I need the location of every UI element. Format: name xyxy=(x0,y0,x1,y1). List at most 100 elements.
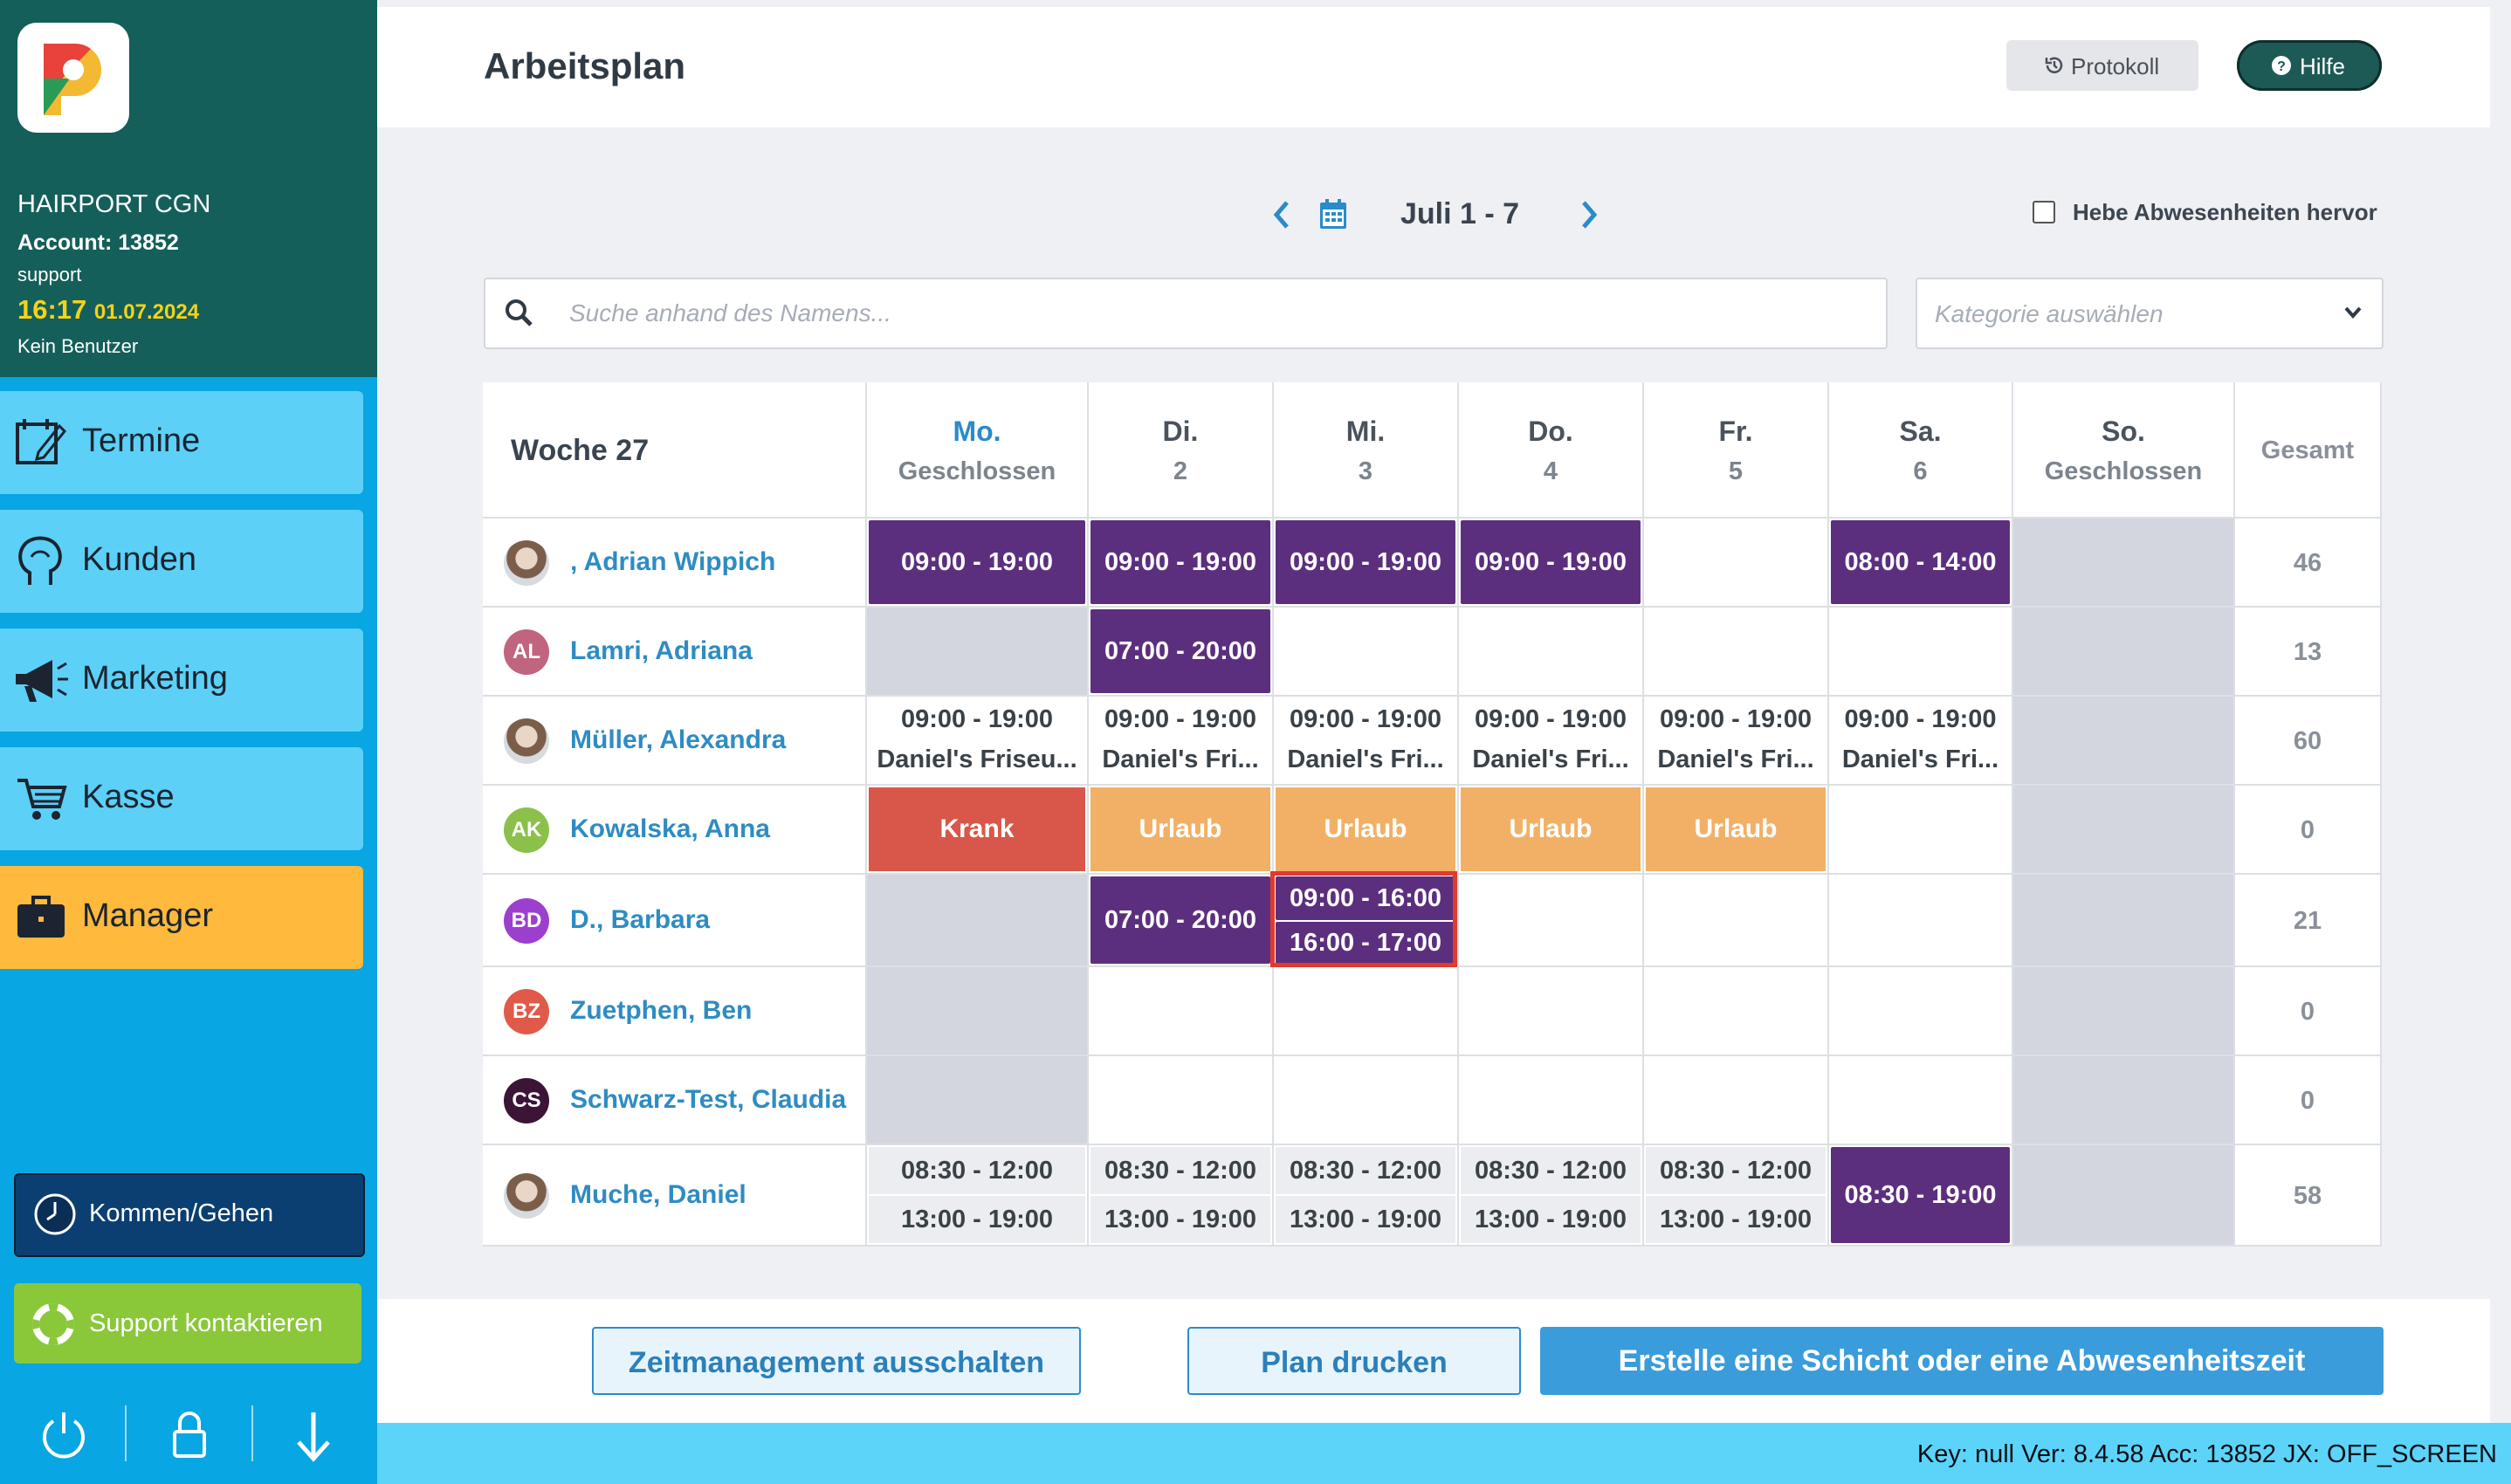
shift-time[interactable]: 09:00 - 19:00 xyxy=(1104,705,1257,733)
schedule-cell[interactable] xyxy=(2013,697,2235,786)
disable-time-management-button[interactable]: Zeitmanagement ausschalten xyxy=(592,1327,1081,1395)
schedule-cell[interactable] xyxy=(2013,519,2235,608)
schedule-cell[interactable] xyxy=(1644,967,1829,1056)
day-header[interactable]: Fr. 5 xyxy=(1644,382,1829,519)
employee-name[interactable]: Schwarz-Test, Claudia xyxy=(570,1085,847,1114)
schedule-cell[interactable] xyxy=(1644,875,1829,967)
day-header[interactable]: Sa. 6 xyxy=(1829,382,2013,519)
schedule-cell[interactable] xyxy=(1829,875,2013,967)
schedule-cell[interactable] xyxy=(1644,519,1829,608)
schedule-cell[interactable] xyxy=(1829,1056,2013,1145)
shift-time[interactable]: 09:00 - 19:00 xyxy=(1659,705,1813,733)
shift-block[interactable]: 09:00 - 19:00 xyxy=(1276,520,1455,604)
schedule-cell[interactable]: Urlaub xyxy=(1089,786,1274,875)
schedule-cell[interactable] xyxy=(1644,1056,1829,1145)
nav-manager[interactable]: Manager xyxy=(0,866,363,969)
schedule-cell[interactable] xyxy=(2013,875,2235,967)
schedule-cell[interactable] xyxy=(2013,608,2235,697)
create-shift-button[interactable]: Erstelle eine Schicht oder eine Abwesenh… xyxy=(1540,1327,2384,1395)
schedule-cell[interactable] xyxy=(1274,608,1459,697)
kommen-gehen-button[interactable]: Kommen/Gehen xyxy=(14,1173,365,1257)
schedule-cell[interactable]: 09:00 - 19:00 xyxy=(867,519,1089,608)
shift-block[interactable]: 08:30 - 12:00 xyxy=(1646,1147,1826,1194)
schedule-cell[interactable]: 09:00 - 19:00 Daniel's Fri... xyxy=(1274,697,1459,786)
absence-vacation[interactable]: Urlaub xyxy=(1090,787,1270,871)
shift-time[interactable]: 09:00 - 19:00 xyxy=(1474,705,1627,733)
shift-block[interactable]: 07:00 - 20:00 xyxy=(1090,876,1270,964)
absence-vacation[interactable]: Urlaub xyxy=(1646,787,1826,871)
absence-vacation[interactable]: Urlaub xyxy=(1276,787,1455,871)
employee-name-cell[interactable]: BD D., Barbara xyxy=(483,875,867,967)
schedule-cell[interactable]: 07:00 - 20:00 xyxy=(1089,608,1274,697)
shift-block[interactable]: 09:00 - 19:00 xyxy=(1090,520,1270,604)
protokoll-button[interactable]: Protokoll xyxy=(2006,40,2198,91)
shift-time[interactable]: 09:00 - 19:00 xyxy=(1289,705,1442,733)
employee-name-cell[interactable]: , Adrian Wippich xyxy=(483,519,867,608)
day-header[interactable]: So. Geschlossen xyxy=(2013,382,2235,519)
employee-name-cell[interactable]: Muche, Daniel xyxy=(483,1145,867,1247)
day-header[interactable]: Di. 2 xyxy=(1089,382,1274,519)
schedule-cell[interactable] xyxy=(1459,967,1644,1056)
employee-name-cell[interactable]: Müller, Alexandra xyxy=(483,697,867,786)
employee-name-cell[interactable]: CS Schwarz-Test, Claudia xyxy=(483,1056,867,1145)
shift-block[interactable]: 08:30 - 12:00 xyxy=(869,1147,1085,1194)
print-plan-button[interactable]: Plan drucken xyxy=(1187,1327,1521,1395)
day-header[interactable]: Mi. 3 xyxy=(1274,382,1459,519)
employee-name-cell[interactable]: AK Kowalska, Anna xyxy=(483,786,867,875)
schedule-cell[interactable]: Krank xyxy=(867,786,1089,875)
employee-name[interactable]: , Adrian Wippich xyxy=(570,547,776,576)
employee-name[interactable]: Zuetphen, Ben xyxy=(570,996,753,1025)
schedule-cell[interactable]: 08:30 - 19:00 xyxy=(1829,1145,2013,1247)
app-logo[interactable] xyxy=(17,23,129,133)
employee-name[interactable]: Kowalska, Anna xyxy=(570,814,770,843)
chevron-right-icon[interactable] xyxy=(1577,199,1601,230)
employee-name-cell[interactable]: BZ Zuetphen, Ben xyxy=(483,967,867,1056)
schedule-cell[interactable]: 08:30 - 12:00 13:00 - 19:00 xyxy=(867,1145,1089,1247)
day-header[interactable]: Mo. Geschlossen xyxy=(867,382,1089,519)
shift-block[interactable]: 13:00 - 19:00 xyxy=(869,1196,1085,1243)
shift-block[interactable]: 08:30 - 12:00 xyxy=(1090,1147,1270,1194)
schedule-cell[interactable]: 09:00 - 19:00 xyxy=(1459,519,1644,608)
shift-block[interactable]: 08:30 - 12:00 xyxy=(1461,1147,1641,1194)
shift-block[interactable]: 16:00 - 17:00 xyxy=(1276,922,1455,964)
shift-block[interactable]: 09:00 - 19:00 xyxy=(869,520,1085,604)
schedule-cell[interactable]: 08:30 - 12:00 13:00 - 19:00 xyxy=(1274,1145,1459,1247)
hilfe-button[interactable]: ? Hilfe xyxy=(2237,40,2382,91)
schedule-cell[interactable] xyxy=(2013,1056,2235,1145)
schedule-cell[interactable]: 09:00 - 19:00 xyxy=(1089,519,1274,608)
shift-time[interactable]: 09:00 - 19:00 xyxy=(900,705,1054,733)
support-button[interactable]: Support kontaktieren xyxy=(14,1283,361,1364)
schedule-cell[interactable]: Urlaub xyxy=(1459,786,1644,875)
schedule-cell[interactable] xyxy=(2013,786,2235,875)
schedule-cell[interactable] xyxy=(1089,967,1274,1056)
schedule-cell[interactable] xyxy=(1644,608,1829,697)
schedule-cell[interactable]: Urlaub xyxy=(1274,786,1459,875)
schedule-cell[interactable] xyxy=(1829,967,2013,1056)
shift-block[interactable]: 13:00 - 19:00 xyxy=(1276,1196,1455,1243)
schedule-cell[interactable] xyxy=(1274,967,1459,1056)
schedule-cell[interactable]: 09:00 - 19:00 Daniel's Fri... xyxy=(1644,697,1829,786)
lock-icon[interactable] xyxy=(169,1409,210,1461)
schedule-cell[interactable] xyxy=(1829,608,2013,697)
shift-block[interactable]: 07:00 - 20:00 xyxy=(1090,609,1270,693)
schedule-cell[interactable]: 09:00 - 19:00 xyxy=(1274,519,1459,608)
schedule-cell[interactable]: 07:00 - 20:00 xyxy=(1089,875,1274,967)
schedule-cell[interactable]: 08:30 - 12:00 13:00 - 19:00 xyxy=(1089,1145,1274,1247)
shift-block[interactable]: 09:00 - 16:00 xyxy=(1276,876,1455,920)
nav-marketing[interactable]: Marketing xyxy=(0,629,363,732)
shift-block[interactable]: 08:30 - 12:00 xyxy=(1276,1147,1455,1194)
employee-name[interactable]: Lamri, Adriana xyxy=(570,636,753,665)
schedule-cell[interactable]: 09:00 - 19:00 Daniel's Fri... xyxy=(1089,697,1274,786)
absence-sick[interactable]: Krank xyxy=(869,787,1085,871)
schedule-cell[interactable] xyxy=(1459,608,1644,697)
schedule-cell[interactable]: 09:00 - 19:00 Daniel's Fri... xyxy=(1459,697,1644,786)
schedule-cell[interactable] xyxy=(1459,1056,1644,1145)
schedule-cell[interactable] xyxy=(1089,1056,1274,1145)
shift-block[interactable]: 13:00 - 19:00 xyxy=(1646,1196,1826,1243)
schedule-cell[interactable]: 09:00 - 19:00 Daniel's Friseu... xyxy=(867,697,1089,786)
schedule-cell[interactable] xyxy=(867,1056,1089,1145)
schedule-cell[interactable] xyxy=(867,967,1089,1056)
power-icon[interactable] xyxy=(38,1409,89,1461)
schedule-cell[interactable]: 09:00 - 19:00 Daniel's Fri... xyxy=(1829,697,2013,786)
shift-block[interactable]: 08:00 - 14:00 xyxy=(1831,520,2010,604)
